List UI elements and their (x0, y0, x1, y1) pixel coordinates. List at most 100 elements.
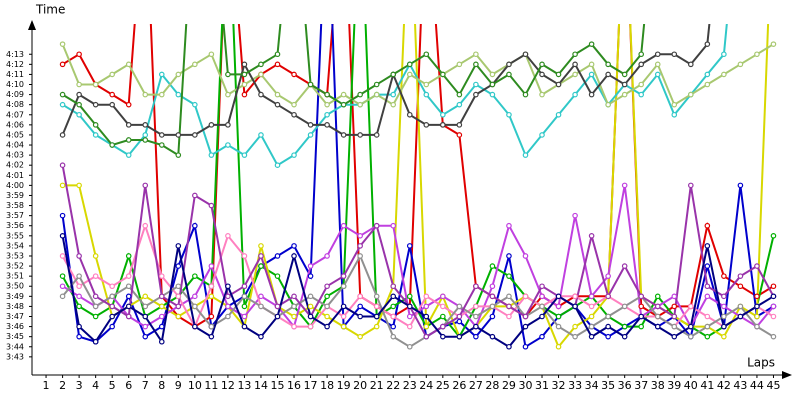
point (274, 51, 281, 58)
point (291, 101, 297, 108)
point (572, 212, 578, 219)
point (605, 333, 611, 340)
x-tick-label: 6 (125, 379, 132, 392)
point (390, 303, 397, 310)
point (76, 111, 82, 118)
series-line (61, 43, 775, 107)
point (258, 303, 264, 310)
point (406, 293, 413, 300)
point (357, 101, 363, 108)
x-tick-label: 11 (204, 379, 218, 392)
point (357, 91, 363, 98)
point (489, 81, 496, 88)
point (373, 303, 380, 310)
point (456, 132, 463, 138)
y-tick-label: 3:47 (6, 312, 24, 321)
point (274, 273, 281, 279)
point (638, 313, 645, 320)
point (225, 313, 231, 320)
point (307, 303, 314, 310)
y-tick-label: 3:46 (6, 322, 24, 331)
point (274, 101, 281, 108)
point (539, 91, 545, 98)
point (125, 152, 132, 158)
point (506, 253, 512, 259)
series-line (62, 24, 775, 328)
point (324, 303, 330, 310)
point (241, 61, 248, 68)
point (638, 81, 645, 88)
point (307, 323, 314, 330)
point (274, 91, 281, 98)
point (109, 71, 115, 78)
point (721, 293, 727, 300)
point (59, 101, 66, 108)
point (440, 71, 446, 78)
point (721, 323, 727, 330)
point (572, 293, 578, 300)
point (688, 333, 694, 340)
point (473, 61, 479, 68)
point (473, 313, 479, 320)
x-tick-label: 28 (485, 379, 499, 392)
point (506, 61, 512, 68)
point (324, 122, 330, 128)
y-tick-label: 4:09 (6, 90, 24, 99)
point (588, 91, 595, 98)
point (142, 137, 149, 143)
point (754, 51, 760, 58)
point (59, 253, 66, 259)
point (76, 253, 82, 259)
point (721, 333, 727, 340)
point (357, 253, 363, 259)
x-tick-label: 43 (733, 379, 747, 392)
point (704, 81, 711, 88)
point (539, 283, 545, 290)
point (258, 91, 264, 98)
point (423, 51, 430, 58)
point (76, 91, 82, 98)
point (671, 101, 678, 108)
point (506, 111, 512, 118)
point (158, 91, 165, 98)
point (406, 313, 413, 320)
point (406, 61, 413, 68)
point (721, 273, 727, 279)
point (291, 313, 297, 320)
point (572, 303, 578, 310)
point (770, 333, 777, 340)
point (307, 273, 314, 279)
point (671, 293, 678, 300)
point (440, 303, 446, 310)
point (241, 253, 248, 259)
point (357, 132, 363, 138)
point (423, 303, 430, 310)
point (340, 323, 347, 330)
point (654, 313, 661, 320)
point (737, 182, 744, 189)
x-tick-label: 7 (142, 379, 149, 392)
point (357, 233, 363, 239)
x-tick-label: 4 (92, 379, 99, 392)
point (208, 202, 215, 209)
point (406, 303, 413, 310)
point (175, 71, 182, 78)
point (605, 293, 611, 300)
point (76, 333, 82, 340)
point (605, 323, 611, 330)
point (440, 313, 446, 320)
point (258, 253, 264, 259)
point (737, 303, 744, 310)
point (522, 323, 529, 330)
point (588, 71, 595, 78)
point (572, 51, 578, 58)
x-axis-label: Laps (747, 356, 775, 370)
point (76, 81, 82, 88)
y-tick-label: 4:13 (6, 50, 24, 59)
point (456, 61, 463, 68)
point (638, 303, 645, 310)
point (588, 233, 595, 239)
point (92, 132, 99, 138)
point (241, 313, 248, 320)
point (654, 293, 661, 300)
